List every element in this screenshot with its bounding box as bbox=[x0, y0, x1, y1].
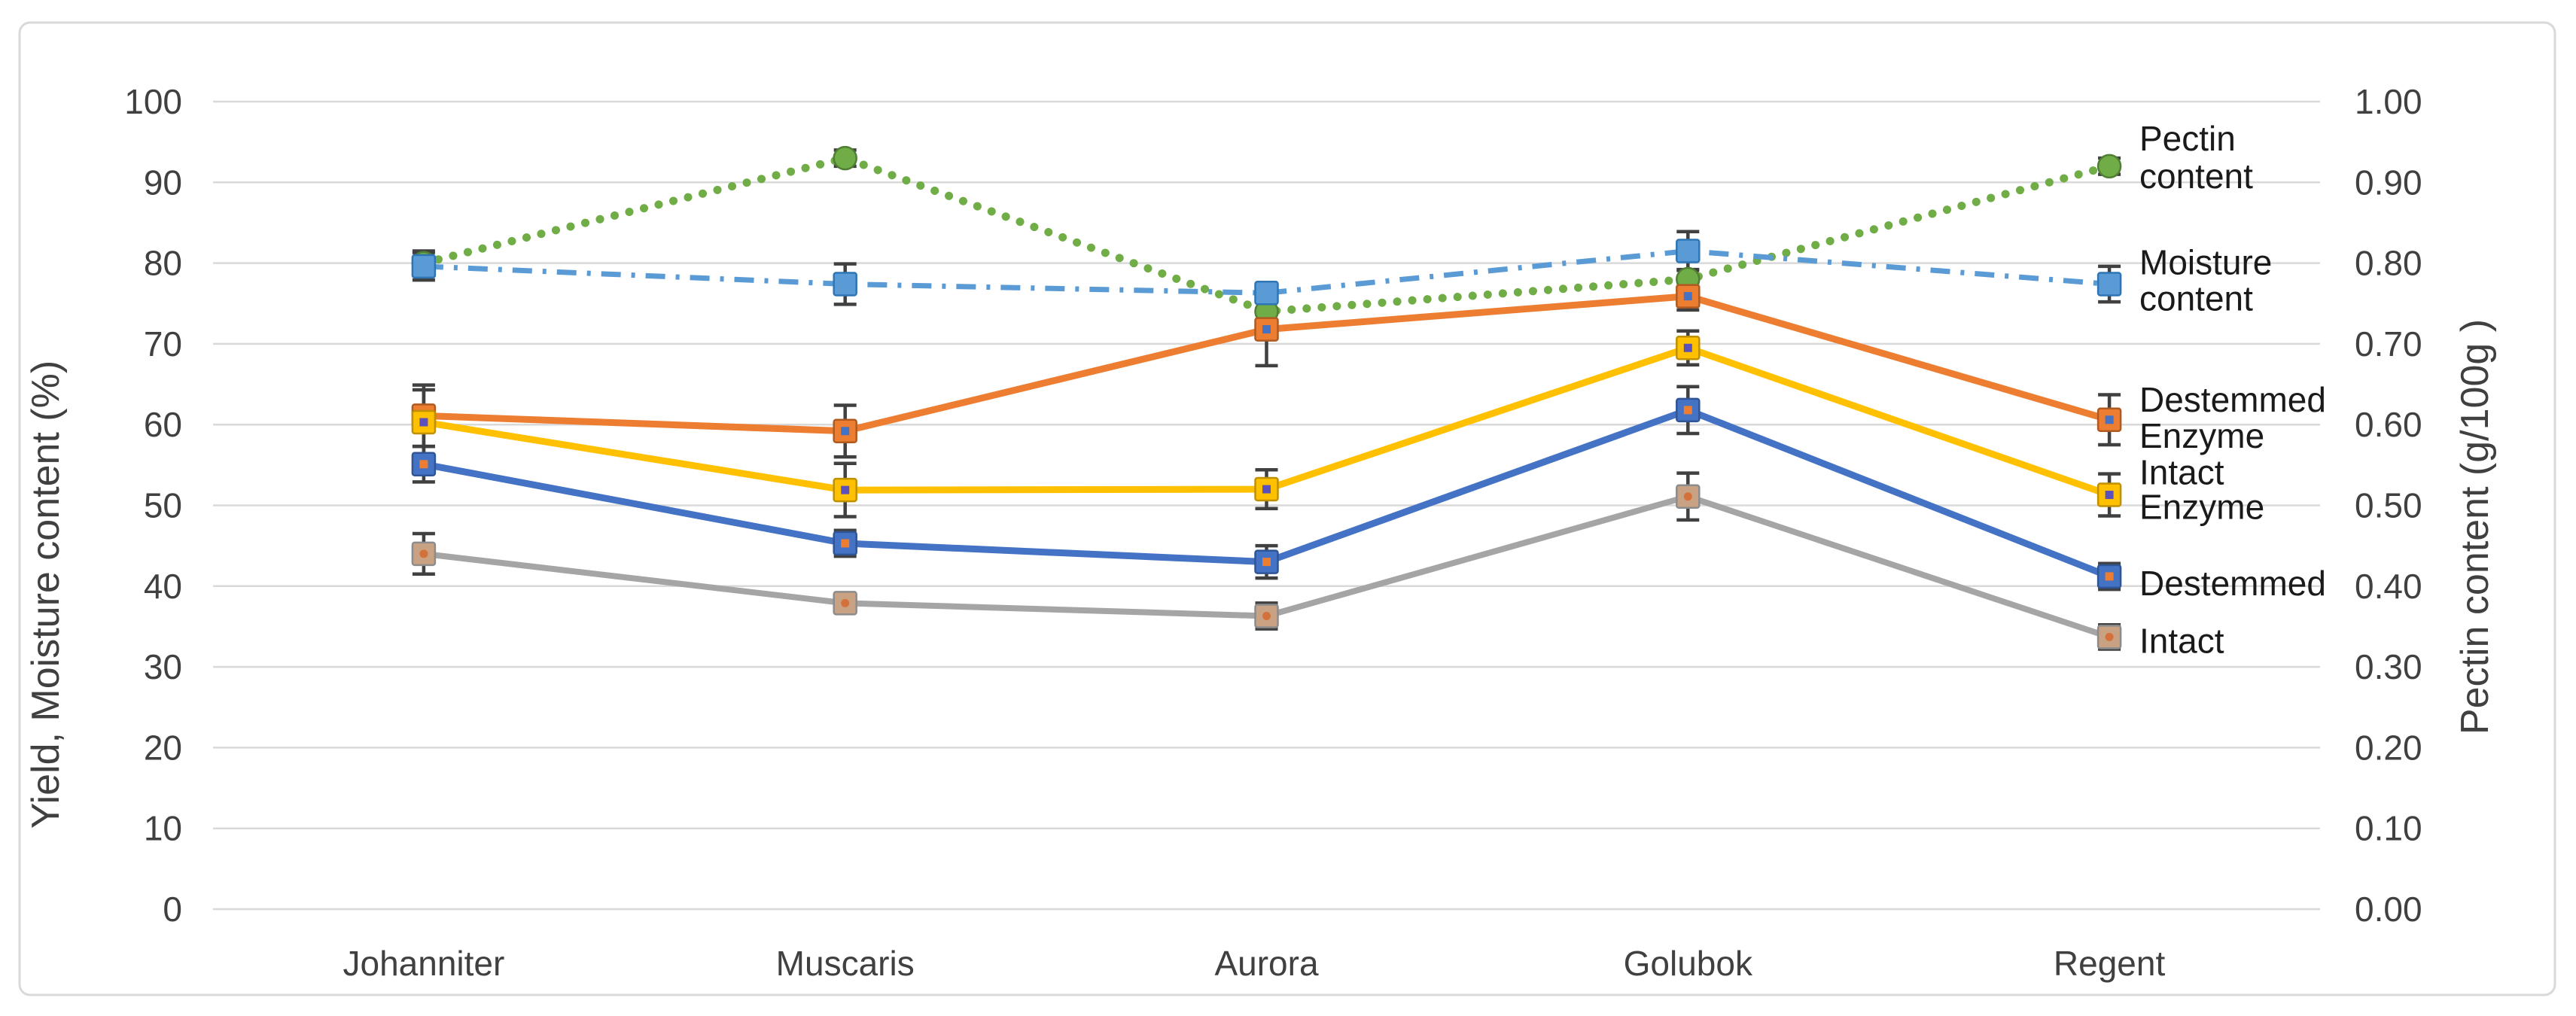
right-axis-tick-0.60: 0.60 bbox=[2355, 405, 2422, 444]
series-label-moisture-content-line2: content bbox=[2139, 278, 2253, 318]
series-label-intact-enzyme-line1: Intact bbox=[2139, 453, 2224, 492]
left-axis-tick-20: 20 bbox=[144, 728, 182, 767]
marker-intact-enzyme-johanniter-inner-dot bbox=[419, 418, 428, 427]
left-axis-tick-80: 80 bbox=[144, 244, 182, 283]
chart-border bbox=[18, 21, 2556, 996]
series-label-destemmed-enzyme-line2: Enzyme bbox=[2139, 416, 2264, 455]
marker-destemmed-muscaris-inner-dot bbox=[841, 539, 850, 548]
marker-destemmed-enzyme-aurora-inner-dot bbox=[1262, 325, 1271, 334]
series-label-moisture-content-line1: Moisture bbox=[2139, 242, 2272, 281]
marker-pectin-content-regent bbox=[2096, 154, 2122, 179]
marker-destemmed-aurora-inner-dot bbox=[1262, 558, 1271, 567]
marker-moisture-content-regent bbox=[2096, 272, 2122, 297]
category-label-golubok: Golubok bbox=[1624, 944, 1753, 983]
marker-intact-enzyme-muscaris-inner-dot bbox=[841, 485, 850, 494]
left-axis-tick-30: 30 bbox=[144, 647, 182, 686]
marker-intact-enzyme-golubok-inner-dot bbox=[1683, 343, 1692, 352]
marker-destemmed-enzyme-muscaris-inner-dot bbox=[841, 427, 850, 436]
marker-intact-muscaris-inner-dot bbox=[841, 598, 850, 607]
marker-intact-enzyme-regent-inner-dot bbox=[2105, 491, 2114, 500]
marker-destemmed-johanniter-inner-dot bbox=[419, 460, 428, 469]
left-axis-title: Yield, Moisture content (%) bbox=[24, 360, 68, 829]
marker-destemmed-enzyme-regent-inner-dot bbox=[2105, 415, 2114, 424]
left-axis-tick-50: 50 bbox=[144, 486, 182, 525]
left-axis-tick-0: 0 bbox=[163, 890, 182, 929]
marker-pectin-content-muscaris bbox=[833, 145, 857, 171]
marker-destemmed-regent-inner-dot bbox=[2105, 572, 2114, 581]
marker-moisture-content-muscaris bbox=[833, 272, 857, 297]
right-axis-tick-0.40: 0.40 bbox=[2355, 567, 2422, 606]
category-label-regent: Regent bbox=[2054, 944, 2166, 983]
marker-intact-aurora-inner-dot bbox=[1262, 612, 1271, 621]
marker-destemmed-golubok-inner-dot bbox=[1683, 406, 1692, 415]
left-axis-tick-70: 70 bbox=[144, 324, 182, 364]
right-axis-tick-0.50: 0.50 bbox=[2355, 486, 2422, 525]
left-axis-tick-100: 100 bbox=[124, 82, 182, 121]
marker-moisture-content-golubok bbox=[1676, 239, 1701, 263]
right-axis-title: Pectin content (g/100g ) bbox=[2453, 319, 2497, 735]
right-axis-tick-0.10: 0.10 bbox=[2355, 809, 2422, 848]
right-axis-tick-0.90: 0.90 bbox=[2355, 163, 2422, 202]
marker-intact-enzyme-aurora-inner-dot bbox=[1262, 485, 1271, 494]
category-label-muscaris: Muscaris bbox=[776, 944, 915, 983]
series-line-moisture-content bbox=[423, 248, 2110, 296]
left-axis-tick-60: 60 bbox=[144, 405, 182, 444]
category-label-johanniter: Johanniter bbox=[343, 944, 504, 983]
marker-intact-johanniter-inner-dot bbox=[419, 549, 428, 558]
series-line-pectin-content bbox=[419, 154, 2114, 316]
category-label-aurora: Aurora bbox=[1214, 944, 1318, 983]
marker-moisture-content-johanniter bbox=[411, 254, 437, 279]
series-label-destemmed-enzyme-line1: Destemmed bbox=[2139, 380, 2326, 419]
marker-moisture-content-aurora bbox=[1254, 281, 1279, 306]
series-label-pectin-content-line2: content bbox=[2139, 157, 2253, 196]
left-axis-tick-10: 10 bbox=[144, 809, 182, 848]
right-axis-tick-0.80: 0.80 bbox=[2355, 244, 2422, 283]
left-axis-tick-90: 90 bbox=[144, 163, 182, 202]
left-axis-tick-40: 40 bbox=[144, 567, 182, 606]
series-label-destemmed-line1: Destemmed bbox=[2139, 564, 2326, 603]
marker-intact-regent-inner-dot bbox=[2105, 632, 2114, 641]
marker-intact-golubok-inner-dot bbox=[1683, 492, 1692, 501]
series-label-pectin-content-line1: Pectin bbox=[2139, 119, 2236, 158]
right-axis-tick-0.70: 0.70 bbox=[2355, 324, 2422, 364]
right-axis-tick-1.00: 1.00 bbox=[2355, 82, 2422, 121]
right-axis-tick-0.00: 0.00 bbox=[2355, 890, 2422, 929]
right-axis-tick-0.30: 0.30 bbox=[2355, 647, 2422, 686]
marker-destemmed-enzyme-golubok-inner-dot bbox=[1683, 292, 1692, 301]
series-label-intact-enzyme-line2: Enzyme bbox=[2139, 488, 2264, 527]
right-axis-tick-0.20: 0.20 bbox=[2355, 728, 2422, 767]
series-label-intact-line1: Intact bbox=[2139, 621, 2224, 660]
